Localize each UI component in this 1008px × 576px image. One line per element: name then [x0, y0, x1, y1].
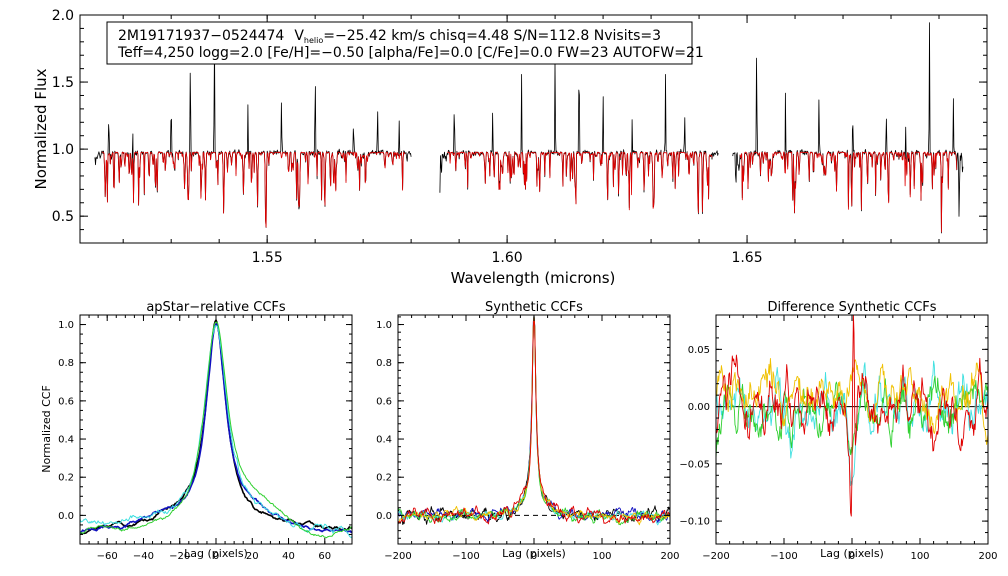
ccf3-xtick-label: 100: [910, 551, 929, 562]
ccf1-series-line: [79, 325, 353, 538]
spectrum-ytick-label: 0.5: [52, 209, 74, 225]
info-v-subscript: helio: [304, 36, 323, 45]
spectrum-ylabel: Normalized Flux: [32, 68, 50, 189]
ccf1-xtick-label: −60: [97, 551, 118, 562]
spectrum-xtick-label: 1.65: [731, 250, 762, 266]
info-star-id: 2M19171937−0524474: [118, 28, 284, 44]
ccf3-ytick-label: 0.00: [688, 402, 710, 413]
spectrum-info-box: 2M19171937−0524474 Vhelio=−25.42 km/s chi…: [106, 21, 704, 65]
ccf1-frame: [79, 314, 353, 545]
ccf1-xtick-label: 20: [246, 551, 259, 562]
spectrum-frame: [79, 14, 988, 244]
ccf2-panel: −200 −100 0 100 200 0.0 0.2 0.4 0.6 0.8 1.0 Synthe…: [376, 300, 679, 562]
ccf2-ytick-label: 0.0: [376, 511, 392, 522]
spectrum-ytick-label: 2.0: [52, 8, 74, 24]
ccf2-ytick-label: 0.4: [376, 435, 392, 446]
ccf3-xtick-label: 200: [978, 551, 997, 562]
ccf3-ytick-label: 0.05: [688, 345, 710, 356]
ccf2-xlabel: Lag (pixels): [502, 547, 566, 560]
ccf3-series-line: [715, 314, 989, 517]
ccf3-xtick-label: −100: [770, 551, 797, 562]
ccf1-ytick-label: 0.4: [58, 435, 74, 446]
ccf1-ylabel: Normalized CCF: [40, 385, 53, 473]
ccf2-frame: [397, 314, 671, 545]
info-v-symbol: V: [294, 28, 304, 44]
ccf1-series-line: [79, 323, 353, 534]
ccf3-xlabel: Lag (pixels): [820, 547, 884, 560]
ccf1-xtick-label: 0: [213, 551, 219, 562]
spectrum-data: [94, 22, 964, 234]
ccf2-ytick-label: 0.8: [376, 358, 392, 369]
ccf3-xtick-label: 0: [849, 551, 855, 562]
spectrum-panel: 1.55 1.60 1.65 0.5 1.0 1.5 2.0 2M19171937−0524…: [32, 8, 988, 287]
ccf3-panel: −200 −100 0 100 200 −0.10 −0.05 0.00 0.05 Differ…: [679, 300, 997, 562]
spectrum-xtick-label: 1.55: [252, 250, 283, 266]
info-box-frame: [106, 21, 693, 65]
info-box-line2: Teff=4,250 logg=2.0 [Fe/H]=−0.50 [alpha/…: [117, 45, 704, 61]
spectrum-ticks: 1.55 1.60 1.65 0.5 1.0 1.5 2.0: [52, 8, 987, 266]
ccf3-frame: [715, 314, 989, 545]
spectrum-ytick-label: 1.5: [52, 75, 74, 91]
spectrum-xlabel: Wavelength (microns): [451, 269, 616, 287]
ccf3-xtick-label: −200: [702, 551, 729, 562]
ccf1-xtick-label: 40: [282, 551, 295, 562]
ccf3-ytick-label: −0.05: [679, 459, 710, 470]
ccf1-ytick-label: 0.2: [58, 473, 74, 484]
ccf2-xtick-label: 0: [531, 551, 537, 562]
ccf2-xtick-label: −200: [384, 551, 411, 562]
ccf1-xtick-label: −40: [133, 551, 154, 562]
spectrum-model-line: [447, 151, 713, 214]
ccf1-ytick-label: 0.0: [58, 511, 74, 522]
ccf1-ytick-label: 0.8: [58, 358, 74, 369]
ccf1-ytick-label: 1.0: [58, 320, 74, 331]
ccf1-title: apStar−relative CCFs: [146, 300, 286, 315]
info-box-line1: 2M19171937−0524474 Vhelio=−25.42 km/s chi…: [118, 28, 661, 45]
ccf2-xtick-label: 200: [660, 551, 679, 562]
spectrum-model-line: [739, 151, 958, 233]
ccf1-xtick-label: 60: [318, 551, 331, 562]
ccf2-xtick-label: −100: [452, 551, 479, 562]
spectrum-ytick-label: 1.0: [52, 142, 74, 158]
ccf2-ytick-label: 0.6: [376, 396, 392, 407]
ccf2-title: Synthetic CCFs: [485, 300, 583, 315]
ccf1-xlabel: Lag (pixels): [184, 547, 248, 560]
ccf2-ytick-label: 1.0: [376, 320, 392, 331]
info-line1-rest: =−25.42 km/s chisq=4.48 S/N=112.8 Nvisit…: [323, 28, 661, 44]
ccf2-ticks: −200 −100 0 100 200 0.0 0.2 0.4 0.6 0.8 1.0: [376, 315, 680, 562]
ccf2-ytick-label: 0.2: [376, 473, 392, 484]
ccf1-panel: −60 −40 −20 0 20 40 60 0.0 0.2 0.4 0.6 0.8 1.0 apSta…: [40, 300, 353, 562]
ccf2-xtick-label: 100: [592, 551, 611, 562]
spectrum-model-line: [101, 151, 406, 228]
spectrum-xtick-label: 1.60: [492, 250, 523, 266]
ccf3-title: Difference Synthetic CCFs: [767, 300, 936, 315]
ccf1-ytick-label: 0.6: [58, 396, 74, 407]
ccf1-xtick-label: −20: [169, 551, 190, 562]
ccf3-data: [715, 314, 989, 517]
ccf3-ytick-label: −0.10: [679, 517, 710, 528]
ccf1-series-line: [79, 321, 353, 539]
